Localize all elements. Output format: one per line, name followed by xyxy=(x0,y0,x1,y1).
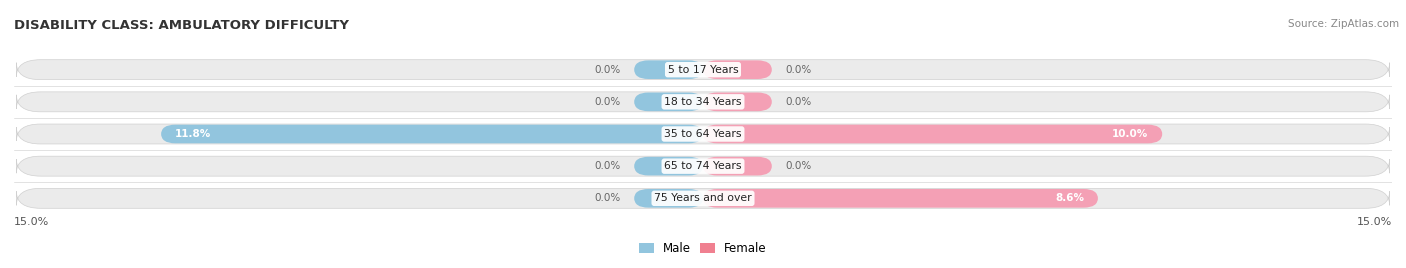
Text: 10.0%: 10.0% xyxy=(1112,129,1149,139)
FancyBboxPatch shape xyxy=(634,60,703,79)
FancyBboxPatch shape xyxy=(634,189,703,208)
FancyBboxPatch shape xyxy=(17,92,1389,112)
FancyBboxPatch shape xyxy=(17,60,1389,80)
Text: 0.0%: 0.0% xyxy=(786,161,811,171)
Text: 0.0%: 0.0% xyxy=(595,161,620,171)
FancyBboxPatch shape xyxy=(17,124,1389,144)
Text: 5 to 17 Years: 5 to 17 Years xyxy=(668,65,738,75)
Text: DISABILITY CLASS: AMBULATORY DIFFICULTY: DISABILITY CLASS: AMBULATORY DIFFICULTY xyxy=(14,19,349,32)
Text: 65 to 74 Years: 65 to 74 Years xyxy=(664,161,742,171)
Text: 75 Years and over: 75 Years and over xyxy=(654,193,752,203)
Text: 18 to 34 Years: 18 to 34 Years xyxy=(664,97,742,107)
Text: 0.0%: 0.0% xyxy=(595,97,620,107)
FancyBboxPatch shape xyxy=(17,188,1389,208)
FancyBboxPatch shape xyxy=(703,125,1163,143)
Text: 15.0%: 15.0% xyxy=(1357,217,1392,227)
Text: 15.0%: 15.0% xyxy=(14,217,49,227)
FancyBboxPatch shape xyxy=(703,189,1098,208)
Text: 0.0%: 0.0% xyxy=(786,65,811,75)
Legend: Male, Female: Male, Female xyxy=(634,237,772,260)
FancyBboxPatch shape xyxy=(162,125,703,143)
Text: 0.0%: 0.0% xyxy=(595,193,620,203)
Text: 8.6%: 8.6% xyxy=(1056,193,1084,203)
FancyBboxPatch shape xyxy=(634,157,703,176)
FancyBboxPatch shape xyxy=(634,92,703,111)
Text: 0.0%: 0.0% xyxy=(786,97,811,107)
Text: 35 to 64 Years: 35 to 64 Years xyxy=(664,129,742,139)
FancyBboxPatch shape xyxy=(17,156,1389,176)
FancyBboxPatch shape xyxy=(703,92,772,111)
FancyBboxPatch shape xyxy=(703,60,772,79)
Text: 11.8%: 11.8% xyxy=(174,129,211,139)
Text: 0.0%: 0.0% xyxy=(595,65,620,75)
Text: Source: ZipAtlas.com: Source: ZipAtlas.com xyxy=(1288,19,1399,29)
FancyBboxPatch shape xyxy=(703,157,772,176)
